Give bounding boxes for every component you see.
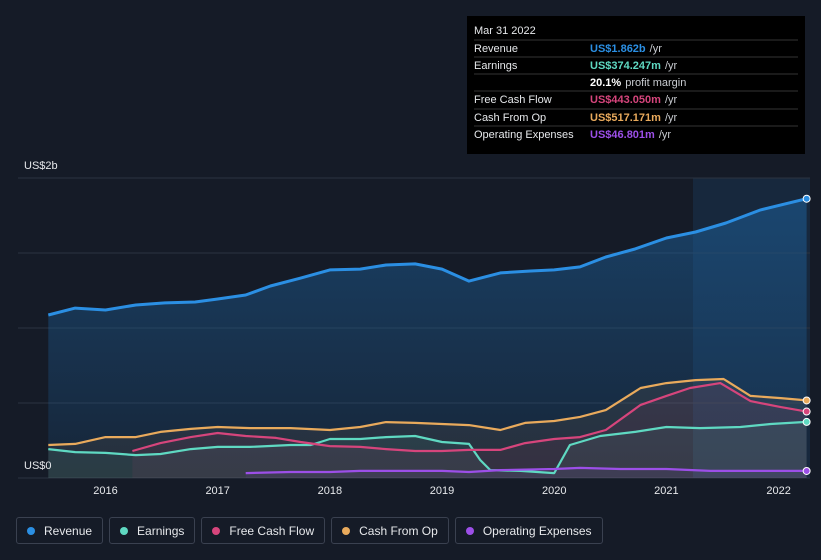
tooltip-label: Revenue xyxy=(474,43,518,55)
x-tick-label: 2019 xyxy=(430,485,454,497)
tooltip-unit: /yr xyxy=(659,129,672,141)
legend-dot xyxy=(342,526,351,535)
end-dot xyxy=(802,417,811,426)
series-line xyxy=(47,197,807,317)
series-area xyxy=(245,467,807,478)
x-tick-label: 2020 xyxy=(542,485,566,497)
tooltip-unit: /yr xyxy=(665,60,678,72)
legend-label: Revenue xyxy=(44,523,93,538)
series-line xyxy=(48,377,807,447)
x-tick-label: 2018 xyxy=(318,485,342,497)
tooltip-value-text: US$46.801m xyxy=(590,129,655,141)
y-tick-label: US$2b xyxy=(24,160,58,172)
legend: Revenue Earnings Free Cash Flow Cash From O… xyxy=(16,517,603,544)
legend-label: Operating Expenses xyxy=(482,523,592,538)
tooltip-unit: /yr xyxy=(665,94,678,106)
x-tick-label: 2016 xyxy=(93,485,117,497)
y-tick-label: US$0 xyxy=(24,460,52,472)
tooltip-value: US$46.801m/yr xyxy=(590,129,671,141)
tooltip-value: US$374.247m/yr xyxy=(590,60,678,72)
tooltip-label: Cash From Op xyxy=(474,112,546,124)
tooltip-unit: /yr xyxy=(650,43,663,55)
tooltip-label: Earnings xyxy=(474,60,518,72)
tooltip-value-text: US$517.171m xyxy=(590,112,661,124)
tooltip-date: Mar 31 2022 xyxy=(474,25,536,37)
tooltip-margin: 20.1% profit margin xyxy=(590,77,686,89)
series-line xyxy=(132,382,807,453)
x-tick-label: 2021 xyxy=(654,485,678,497)
margin-value: 20.1% xyxy=(590,77,621,89)
tooltip-value: US$443.050m/yr xyxy=(590,94,678,106)
tooltip-value: US$1.862b/yr xyxy=(590,43,662,55)
tooltip-value-text: US$374.247m xyxy=(590,60,661,72)
end-dot xyxy=(802,466,811,475)
tooltip-label: Operating Expenses xyxy=(474,129,574,141)
legend-item[interactable]: Revenue xyxy=(16,517,104,544)
end-dot xyxy=(802,407,811,416)
end-dot xyxy=(802,396,811,405)
legend-dot xyxy=(27,526,35,535)
legend-item[interactable]: Free Cash Flow xyxy=(201,517,326,544)
end-dot xyxy=(802,194,811,203)
x-tick-label: 2017 xyxy=(205,485,229,497)
tooltip-bg xyxy=(467,16,805,154)
tooltip-label: Free Cash Flow xyxy=(474,94,552,106)
legend-dot xyxy=(465,526,474,535)
legend-item[interactable]: Operating Expenses xyxy=(454,517,603,544)
tooltip: Mar 31 2022 Revenue US$1.862b/yr Earnings U… xyxy=(467,16,805,154)
tooltip-value: US$517.171m/yr xyxy=(590,112,678,124)
legend-dot xyxy=(120,526,129,535)
tooltip-value-text: US$443.050m xyxy=(590,94,661,106)
legend-item[interactable]: Earnings xyxy=(109,517,196,544)
legend-item[interactable]: Cash From Op xyxy=(331,517,449,544)
legend-dot xyxy=(212,526,221,535)
tooltip-unit: /yr xyxy=(665,112,678,124)
legend-label: Free Cash Flow xyxy=(229,523,315,538)
tooltip-value-text: US$1.862b xyxy=(590,43,646,55)
legend-label: Cash From Op xyxy=(359,523,438,538)
series-line xyxy=(48,420,807,475)
legend-label: Earnings xyxy=(137,523,185,538)
margin-label: profit margin xyxy=(625,77,686,89)
x-tick-label: 2022 xyxy=(766,485,790,497)
series-line xyxy=(245,466,807,475)
series-area xyxy=(48,198,807,478)
